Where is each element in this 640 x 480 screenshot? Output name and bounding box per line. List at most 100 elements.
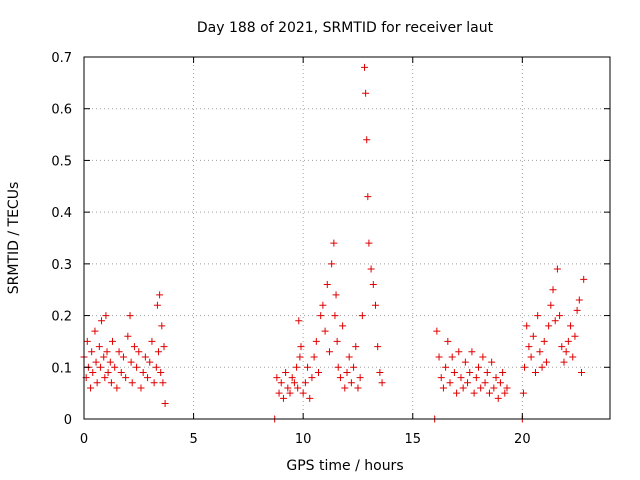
data-point (371, 301, 379, 309)
data-point (442, 363, 450, 371)
data-point (286, 389, 294, 397)
data-point (503, 384, 511, 392)
grid (84, 57, 610, 419)
data-point (343, 368, 351, 376)
data-point (525, 343, 533, 351)
data-point (150, 379, 158, 387)
data-point (448, 353, 456, 361)
data-point (521, 363, 529, 371)
data-point (117, 368, 125, 376)
data-point (569, 353, 577, 361)
chart-title: Day 188 of 2021, SRMTID for receiver lau… (197, 20, 494, 36)
data-point (158, 322, 166, 330)
data-point (367, 265, 375, 273)
data-point (89, 368, 97, 376)
data-point (549, 286, 557, 294)
data-point (317, 312, 325, 320)
data-point (345, 353, 353, 361)
data-point (536, 348, 544, 356)
y-axis-label: SRMTID / TECUs (6, 182, 22, 295)
y-tick-labels: 0 0.1 0.2 0.3 0.4 0.5 0.6 0.7 (51, 51, 72, 428)
data-point (481, 379, 489, 387)
data-point (330, 239, 338, 247)
data-point (560, 358, 568, 366)
data-point (299, 389, 307, 397)
x-axis-label: GPS time / hours (286, 458, 403, 474)
data-point (336, 374, 344, 382)
data-point (122, 374, 130, 382)
data-point (288, 374, 296, 382)
data-point (160, 343, 168, 351)
data-point (277, 379, 285, 387)
data-point (492, 374, 500, 382)
data-point (155, 348, 163, 356)
data-point (529, 332, 537, 340)
data-point (501, 389, 509, 397)
data-point (301, 379, 309, 387)
data-point (328, 260, 336, 268)
data-point (485, 389, 493, 397)
data-point (91, 327, 99, 335)
data-point (540, 337, 548, 345)
data-point (578, 368, 586, 376)
data-point (321, 327, 329, 335)
data-point (297, 343, 305, 351)
data-point (124, 332, 132, 340)
axis-ticks (83, 56, 610, 420)
y-tick-label: 0.3 (51, 258, 72, 273)
y-tick-label: 0.2 (51, 310, 72, 325)
data-point (135, 348, 143, 356)
data-point (363, 136, 371, 144)
x-tick-labels: 0 5 10 15 20 (80, 432, 531, 447)
data-point (461, 358, 469, 366)
data-point (450, 368, 458, 376)
data-point (339, 322, 347, 330)
data-point (308, 374, 316, 382)
x-tick-label: 5 (189, 432, 197, 447)
data-point (433, 327, 441, 335)
data-point (157, 368, 165, 376)
data-point (284, 384, 292, 392)
data-point (479, 353, 487, 361)
data-point (558, 343, 566, 351)
data-point (483, 368, 491, 376)
x-tick-label: 0 (80, 432, 88, 447)
y-tick-label: 0.1 (51, 361, 72, 376)
data-point (312, 337, 320, 345)
x-tick-label: 20 (514, 432, 531, 447)
data-point (361, 63, 369, 71)
data-point (290, 379, 298, 387)
data-point (111, 363, 119, 371)
data-point (564, 337, 572, 345)
data-point (306, 394, 314, 402)
y-tick-label: 0.4 (51, 206, 72, 221)
data-point (294, 384, 302, 392)
data-point (350, 363, 358, 371)
data-point (466, 368, 474, 376)
data-point (146, 358, 154, 366)
data-point (161, 399, 169, 407)
data-point (101, 374, 109, 382)
data-point (319, 301, 327, 309)
data-point (470, 389, 478, 397)
data-point (137, 384, 145, 392)
data-point (95, 343, 103, 351)
data-point (130, 343, 138, 351)
data-point (542, 358, 550, 366)
data-point (523, 322, 531, 330)
data-point (362, 89, 370, 97)
data-point (295, 317, 303, 325)
data-point (358, 312, 366, 320)
data-point (531, 368, 539, 376)
data-point (126, 312, 134, 320)
data-point (296, 353, 304, 361)
data-point (115, 348, 123, 356)
data-point (475, 363, 482, 371)
data-point (457, 374, 465, 382)
y-tick-label: 0.7 (51, 51, 72, 66)
data-point (293, 363, 301, 371)
data-point (496, 379, 504, 387)
data-point (477, 384, 485, 392)
data-point (464, 379, 472, 387)
data-point (282, 368, 290, 376)
